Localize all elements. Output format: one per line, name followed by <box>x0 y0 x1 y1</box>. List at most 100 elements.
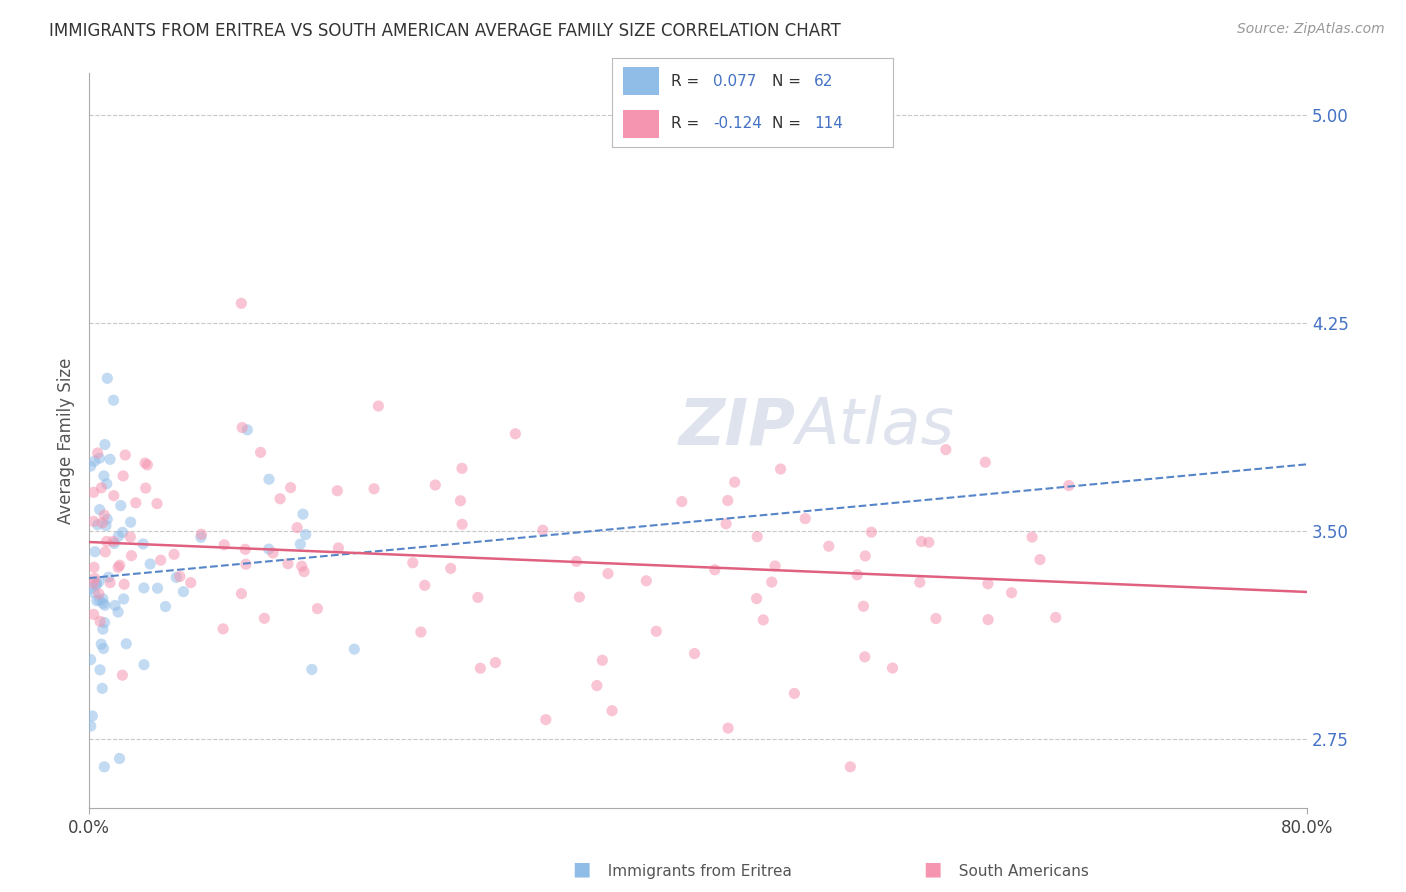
Text: Immigrants from Eritrea: Immigrants from Eritrea <box>598 863 792 879</box>
Point <box>86 576 108 591</box>
Point <box>96 476 118 491</box>
Point <box>794 511 817 525</box>
Point <box>91 622 114 636</box>
Point <box>103 534 125 549</box>
Point <box>135 481 157 495</box>
Point <box>107 560 129 574</box>
Point <box>172 584 194 599</box>
Point <box>233 542 256 557</box>
Point <box>132 537 155 551</box>
Point <box>852 599 875 614</box>
Point <box>212 622 235 636</box>
Point <box>769 462 792 476</box>
Text: IMMIGRANTS FROM ERITREA VS SOUTH AMERICAN AVERAGE FAMILY SIZE CORRELATION CHART: IMMIGRANTS FROM ERITREA VS SOUTH AMERICA… <box>49 22 841 40</box>
Point <box>925 611 948 625</box>
Point <box>86 446 108 460</box>
Point <box>110 499 132 513</box>
Point <box>90 481 112 495</box>
Point <box>146 497 169 511</box>
Point <box>134 456 156 470</box>
Point <box>93 615 115 630</box>
Point <box>93 641 115 656</box>
Point <box>703 563 725 577</box>
Point <box>253 611 276 625</box>
Point <box>292 565 315 579</box>
Point <box>846 567 869 582</box>
Point <box>363 482 385 496</box>
Point <box>89 502 111 516</box>
Text: Atlas: Atlas <box>796 395 955 457</box>
Point <box>645 624 668 639</box>
Point <box>93 469 115 483</box>
Point <box>139 557 162 571</box>
Point <box>80 581 103 595</box>
Point <box>84 578 107 592</box>
Point <box>301 662 323 676</box>
Point <box>112 469 135 483</box>
Point <box>87 587 110 601</box>
Point <box>83 576 105 591</box>
Point <box>103 536 125 550</box>
Point <box>94 518 117 533</box>
Point <box>212 538 235 552</box>
Point <box>114 448 136 462</box>
Point <box>409 625 432 640</box>
Point <box>262 546 284 560</box>
Point <box>747 530 769 544</box>
Point <box>307 601 329 615</box>
Y-axis label: Average Family Size: Average Family Size <box>58 358 75 524</box>
Point <box>935 442 957 457</box>
Point <box>763 558 786 573</box>
Point <box>717 721 740 735</box>
Point <box>1000 585 1022 599</box>
Point <box>636 574 658 588</box>
Point <box>1021 530 1043 544</box>
Point <box>107 605 129 619</box>
Text: ■: ■ <box>924 860 942 879</box>
Point <box>96 371 118 385</box>
Text: R =: R = <box>671 74 704 88</box>
Text: ZIP: ZIP <box>679 395 796 457</box>
Point <box>683 647 706 661</box>
Point <box>565 554 588 568</box>
Point <box>146 581 169 595</box>
Point <box>717 493 740 508</box>
Point <box>83 454 105 468</box>
Point <box>231 587 253 601</box>
Point <box>103 393 125 408</box>
Point <box>343 642 366 657</box>
Point <box>180 575 202 590</box>
Text: -0.124: -0.124 <box>713 117 762 131</box>
Point <box>291 559 314 574</box>
Bar <box>623 67 659 95</box>
Point <box>451 517 474 532</box>
Point <box>600 704 623 718</box>
Text: R =: R = <box>671 117 704 131</box>
Bar <box>623 110 659 138</box>
Point <box>89 663 111 677</box>
Point <box>79 459 101 474</box>
Point <box>83 607 105 622</box>
Point <box>91 681 114 696</box>
Point <box>83 485 105 500</box>
Point <box>132 581 155 595</box>
Point <box>86 593 108 607</box>
Point <box>98 575 121 590</box>
Point <box>534 713 557 727</box>
Point <box>136 458 159 472</box>
Point <box>190 530 212 544</box>
Point <box>87 574 110 589</box>
Point <box>1029 552 1052 566</box>
Point <box>97 570 120 584</box>
Point <box>505 426 527 441</box>
Point <box>89 451 111 466</box>
Point <box>1057 478 1080 492</box>
Point <box>83 560 105 574</box>
Point <box>290 537 312 551</box>
Point <box>783 686 806 700</box>
Point <box>149 553 172 567</box>
Point <box>449 493 471 508</box>
Point <box>467 591 489 605</box>
Point <box>94 437 117 451</box>
Point <box>115 637 138 651</box>
